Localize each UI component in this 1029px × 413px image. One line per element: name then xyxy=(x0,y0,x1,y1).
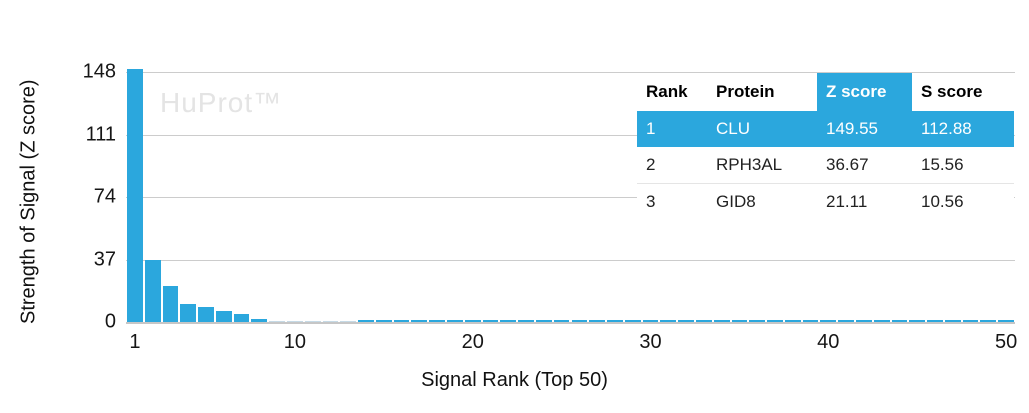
cell-rank: 1 xyxy=(646,119,656,138)
table-header-z-score: Z score xyxy=(817,73,912,111)
table-header-row: Rank Protein Z score S score xyxy=(637,73,1014,111)
huprot-watermark: HuProt™ xyxy=(160,87,283,118)
bar-rank-22 xyxy=(500,320,517,322)
cell-z-score: 36.67 xyxy=(826,155,869,174)
cell-rank: 3 xyxy=(646,192,656,211)
x-tick-50: 50 xyxy=(994,331,1018,353)
bar-rank-5 xyxy=(198,307,214,322)
bar-rank-28 xyxy=(607,320,623,322)
y-tick-148: 148 xyxy=(82,60,116,83)
bar-rank-21 xyxy=(482,320,499,322)
bar-rank-41 xyxy=(838,320,854,322)
cell-s-score: 15.56 xyxy=(921,155,964,174)
cell-protein: GID8 xyxy=(716,192,756,211)
bar-rank-9 xyxy=(269,320,285,322)
x-tick-20: 20 xyxy=(461,331,484,353)
bar-rank-14 xyxy=(358,320,374,322)
cell-rank: 2 xyxy=(646,155,656,174)
bar-rank-4 xyxy=(180,304,197,322)
bar-rank-20 xyxy=(464,320,481,322)
table-header-protein: Protein xyxy=(716,82,775,101)
y-tick-37: 37 xyxy=(93,248,116,270)
table-row-1: 1 CLU 149.55 112.88 xyxy=(637,111,1014,147)
table-body: 1 CLU 149.55 112.88 2 RPH3AL 36.67 15.56 3 GID8 21… xyxy=(637,111,1014,220)
bar-rank-2 xyxy=(144,260,161,322)
bar-rank-1 xyxy=(127,69,143,322)
bar-series xyxy=(126,69,1015,322)
gridline-y-37 xyxy=(126,259,1015,261)
table-row-3: 3 GID8 21.11 10.56 xyxy=(637,183,1014,220)
bar-rank-26 xyxy=(571,320,588,322)
bar-rank-45 xyxy=(909,320,926,322)
gridline-y-74 xyxy=(126,197,1015,198)
bar-rank-7 xyxy=(233,313,250,322)
x-tick-10: 10 xyxy=(283,331,307,353)
x-axis-tick-labels: 1 10 20 30 40 50 xyxy=(126,331,1018,357)
bar-rank-49 xyxy=(980,320,997,322)
bar-rank-30 xyxy=(642,320,659,322)
bar-rank-24 xyxy=(535,320,552,322)
plot-area: HuProt™ xyxy=(126,69,1015,324)
bar-rank-27 xyxy=(589,320,606,322)
bar-rank-16 xyxy=(393,320,410,322)
cell-protein: RPH3AL xyxy=(716,155,783,174)
table-header-s-score: S score xyxy=(921,82,983,101)
bar-rank-6 xyxy=(215,311,232,322)
bar-rank-29 xyxy=(624,320,641,322)
bar-rank-32 xyxy=(678,320,694,322)
bar-rank-11 xyxy=(304,320,321,322)
bar-rank-15 xyxy=(375,320,392,322)
bar-rank-23 xyxy=(518,320,534,322)
x-axis-title: Signal Rank (Top 50) xyxy=(421,369,608,391)
bar-rank-39 xyxy=(802,320,819,322)
cell-z-score: 21.11 xyxy=(826,192,868,211)
bar-rank-12 xyxy=(322,320,339,322)
y-tick-111: 111 xyxy=(85,123,116,145)
bar-rank-34 xyxy=(713,320,730,322)
x-tick-30: 30 xyxy=(639,331,662,353)
bar-rank-48 xyxy=(962,320,979,322)
bar-rank-31 xyxy=(660,320,677,322)
bar-rank-42 xyxy=(855,320,872,322)
bar-rank-10 xyxy=(287,320,303,322)
bar-rank-43 xyxy=(873,320,890,322)
bar-rank-19 xyxy=(447,320,463,322)
y-tick-0: 0 xyxy=(104,310,116,333)
table-header-rank: Rank xyxy=(646,82,688,101)
table-row-2: 2 RPH3AL 36.67 15.56 xyxy=(637,147,1014,183)
bar-rank-33 xyxy=(695,320,712,322)
gridline-y-111 xyxy=(126,134,1015,136)
bar-rank-44 xyxy=(891,320,908,322)
cell-s-score: 112.88 xyxy=(921,119,972,138)
bar-rank-37 xyxy=(767,320,783,322)
cell-s-score: 10.56 xyxy=(921,192,964,211)
cell-z-score: 149.55 xyxy=(826,119,878,138)
bar-rank-36 xyxy=(749,320,766,322)
bar-rank-25 xyxy=(553,320,570,322)
top-proteins-table: Rank Protein Z score S score 1 CLU 149.55 112.… xyxy=(637,73,1014,220)
bar-rank-47 xyxy=(944,320,961,322)
gridline-y-148 xyxy=(126,72,1015,73)
bar-rank-17 xyxy=(411,320,428,322)
cell-protein: CLU xyxy=(716,119,751,138)
bar-rank-35 xyxy=(731,320,748,322)
bar-rank-3 xyxy=(162,286,179,322)
y-tick-74: 74 xyxy=(93,185,116,208)
bar-rank-50 xyxy=(998,320,1014,322)
bar-rank-18 xyxy=(429,320,446,322)
bar-rank-8 xyxy=(251,318,268,322)
bar-rank-13 xyxy=(340,320,357,322)
bar-rank-38 xyxy=(784,320,801,322)
bar-rank-46 xyxy=(927,320,943,322)
x-tick-40: 40 xyxy=(817,331,840,353)
y-axis-tick-labels: 148 111 74 37 0 xyxy=(0,61,116,333)
x-tick-1: 1 xyxy=(129,331,141,353)
bar-rank-40 xyxy=(820,320,837,322)
